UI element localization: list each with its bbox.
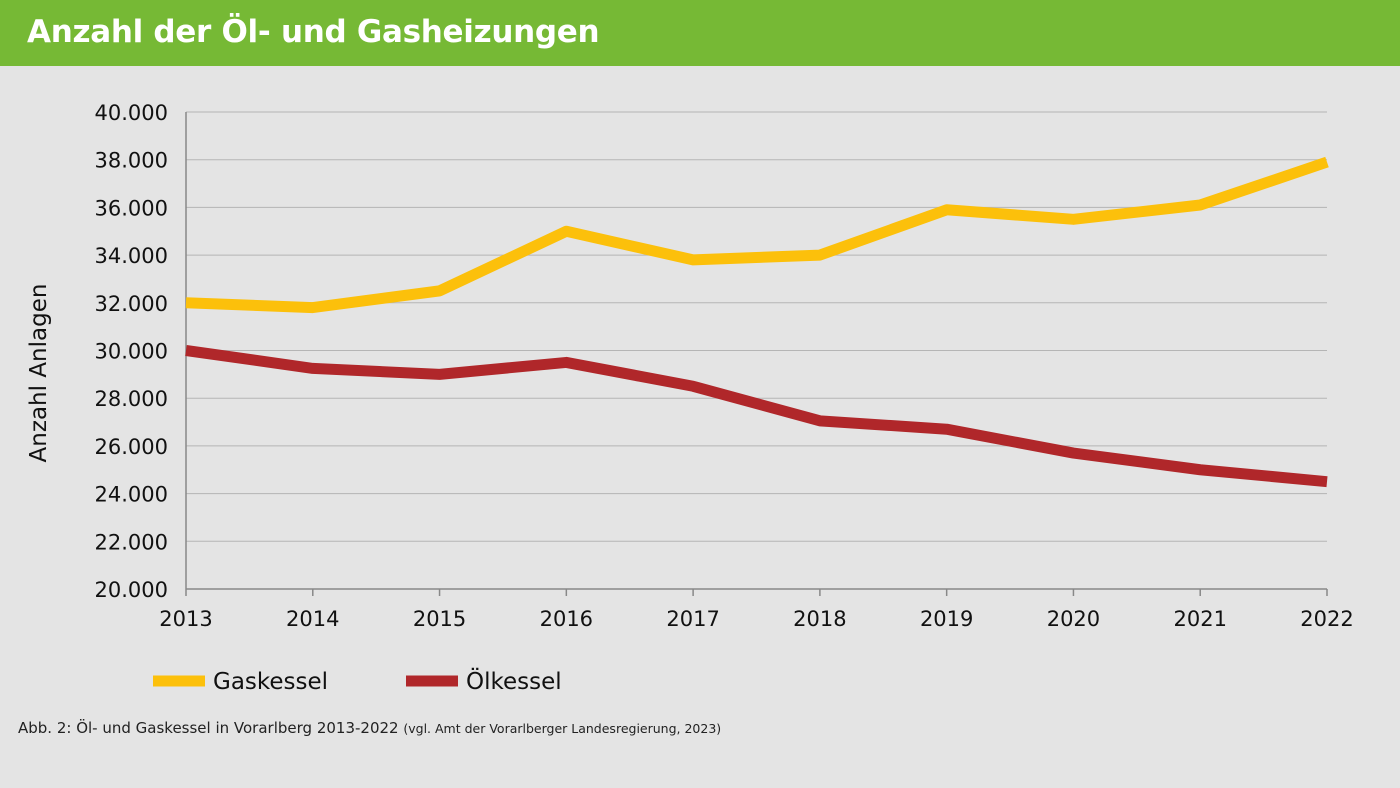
y-tick-label: 36.000: [95, 196, 168, 220]
y-tick-label: 22.000: [95, 530, 168, 554]
title-bar: Anzahl der Öl- und Gasheizungen: [0, 0, 1400, 66]
x-tick-label: 2022: [1300, 607, 1353, 631]
y-tick-label: 20.000: [95, 578, 168, 602]
x-tick-label: 2014: [286, 607, 339, 631]
x-tick-label: 2013: [159, 607, 212, 631]
y-tick-label: 40.000: [95, 101, 168, 125]
y-tick-label: 28.000: [95, 387, 168, 411]
x-tick-label: 2019: [920, 607, 973, 631]
x-tick-label: 2021: [1173, 607, 1226, 631]
y-tick-label: 24.000: [95, 483, 168, 507]
figure-caption: Abb. 2: Öl- und Gaskessel in Vorarlberg …: [18, 719, 721, 737]
series-line-oelkessel: [185, 345, 1328, 488]
series-line-gaskessel: [185, 156, 1329, 314]
page-title: Anzahl der Öl- und Gasheizungen: [27, 14, 600, 50]
x-tick-label: 2017: [666, 607, 719, 631]
legend-label: Gaskessel: [213, 669, 328, 695]
x-tick-label: 2020: [1047, 607, 1100, 631]
legend-label: Ölkessel: [466, 667, 562, 695]
x-tick-label: 2016: [540, 607, 593, 631]
y-tick-label: 26.000: [95, 435, 168, 459]
caption-main: Abb. 2: Öl- und Gaskessel in Vorarlberg …: [18, 719, 399, 737]
y-tick-label: 38.000: [95, 149, 168, 173]
x-tick-label: 2018: [793, 607, 846, 631]
y-tick-label: 32.000: [95, 292, 168, 316]
y-tick-label: 34.000: [95, 244, 168, 268]
x-tick-label: 2015: [413, 607, 466, 631]
caption-source: (vgl. Amt der Vorarlberger Landesregieru…: [403, 721, 722, 736]
y-tick-label: 30.000: [95, 340, 168, 364]
y-axis-label: Anzahl Anlagen: [26, 284, 52, 463]
